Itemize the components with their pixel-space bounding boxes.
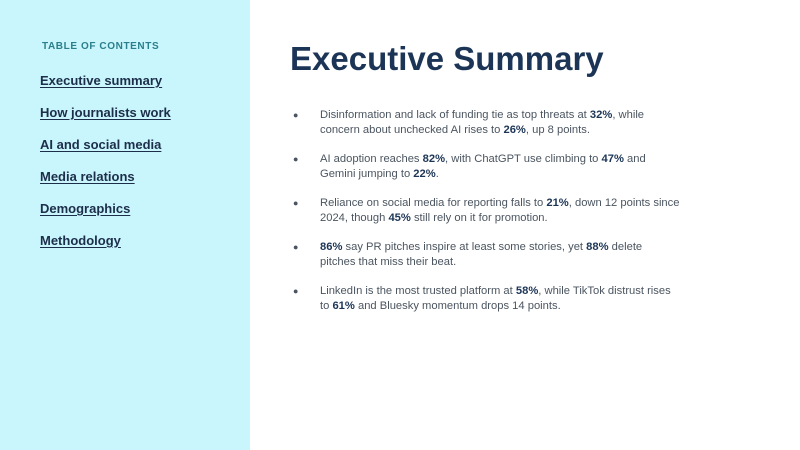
bullet-text: , while TikTok distrust rises to <box>320 285 671 312</box>
bullet-text: AI adoption reaches <box>320 153 423 165</box>
bullet-text: and Gemini jumping to <box>320 153 646 180</box>
page-title: Executive Summary <box>290 40 604 77</box>
highlight-stat: 82% <box>422 153 446 165</box>
bullet-dot-icon: ● <box>293 286 299 296</box>
highlight-stat: 32% <box>589 109 613 121</box>
bullet-text: and Bluesky momentum drops 14 points. <box>354 300 561 312</box>
highlight-stat: 21% <box>546 197 569 209</box>
highlight-stat: 58% <box>515 285 539 297</box>
bullet-text: delete pitches that miss their beat. <box>320 241 643 268</box>
bullet-text: LinkedIn is the most trusted platform at <box>320 285 516 297</box>
sidebar: TABLE OF CONTENTS Executive summary How … <box>0 0 250 450</box>
highlight-stat: 88% <box>586 241 609 253</box>
summary-bullets: ● Disinformation and lack of funding tie … <box>290 108 680 328</box>
toc-link-how-journalists-work[interactable]: How journalists work <box>40 105 171 120</box>
toc-item-how-journalists-work: How journalists work <box>40 104 171 136</box>
toc-link-demographics[interactable]: Demographics <box>40 201 131 216</box>
toc-link-executive-summary[interactable]: Executive summary <box>40 73 163 88</box>
highlight-stat: 26% <box>503 124 526 136</box>
toc-item-demographics: Demographics <box>40 200 171 232</box>
summary-bullet: ● AI adoption reaches 82%, with ChatGPT u… <box>290 152 680 182</box>
toc-heading: TABLE OF CONTENTS <box>42 41 160 52</box>
summary-bullet: ● Reliance on social media for reporting … <box>290 196 680 226</box>
bullet-text: . <box>435 168 439 180</box>
bullet-dot-icon: ● <box>293 110 299 120</box>
toc-item-executive-summary: Executive summary <box>40 72 171 104</box>
toc-item-media-relations: Media relations <box>40 168 171 200</box>
toc-list: Executive summary How journalists work A… <box>40 72 171 264</box>
bullet-text: , with ChatGPT use climbing to <box>445 153 602 165</box>
bullet-text: Disinformation and lack of funding tie a… <box>320 109 590 121</box>
bullet-dot-icon: ● <box>293 198 299 208</box>
summary-bullet: ● Disinformation and lack of funding tie … <box>290 108 680 138</box>
bullet-text: , while concern about unchecked AI rises… <box>320 109 645 136</box>
highlight-stat: 22% <box>413 168 436 180</box>
highlight-stat: 45% <box>388 212 411 224</box>
toc-link-media-relations[interactable]: Media relations <box>40 169 135 184</box>
summary-bullet: ● LinkedIn is the most trusted platform a… <box>290 284 680 314</box>
bullet-text: still rely on it for promotion. <box>410 212 548 224</box>
highlight-stat: 86% <box>320 241 343 253</box>
highlight-stat: 47% <box>601 153 624 165</box>
toc-item-ai-and-social-media: AI and social media <box>40 136 171 168</box>
bullet-text: say PR pitches inspire at least some sto… <box>342 241 587 253</box>
bullet-text: , up 8 points. <box>525 124 590 136</box>
toc-item-methodology: Methodology <box>40 232 171 264</box>
bullet-dot-icon: ● <box>293 154 299 164</box>
toc-link-ai-and-social-media[interactable]: AI and social media <box>40 137 162 152</box>
highlight-stat: 61% <box>332 300 355 312</box>
toc-link-methodology[interactable]: Methodology <box>40 233 121 248</box>
bullet-text: , down 12 points since 2024, though <box>320 197 680 224</box>
bullet-dot-icon: ● <box>293 242 299 252</box>
summary-bullet: ● 86% say PR pitches inspire at least som… <box>290 240 680 270</box>
bullet-text: Reliance on social media for reporting f… <box>320 197 547 209</box>
